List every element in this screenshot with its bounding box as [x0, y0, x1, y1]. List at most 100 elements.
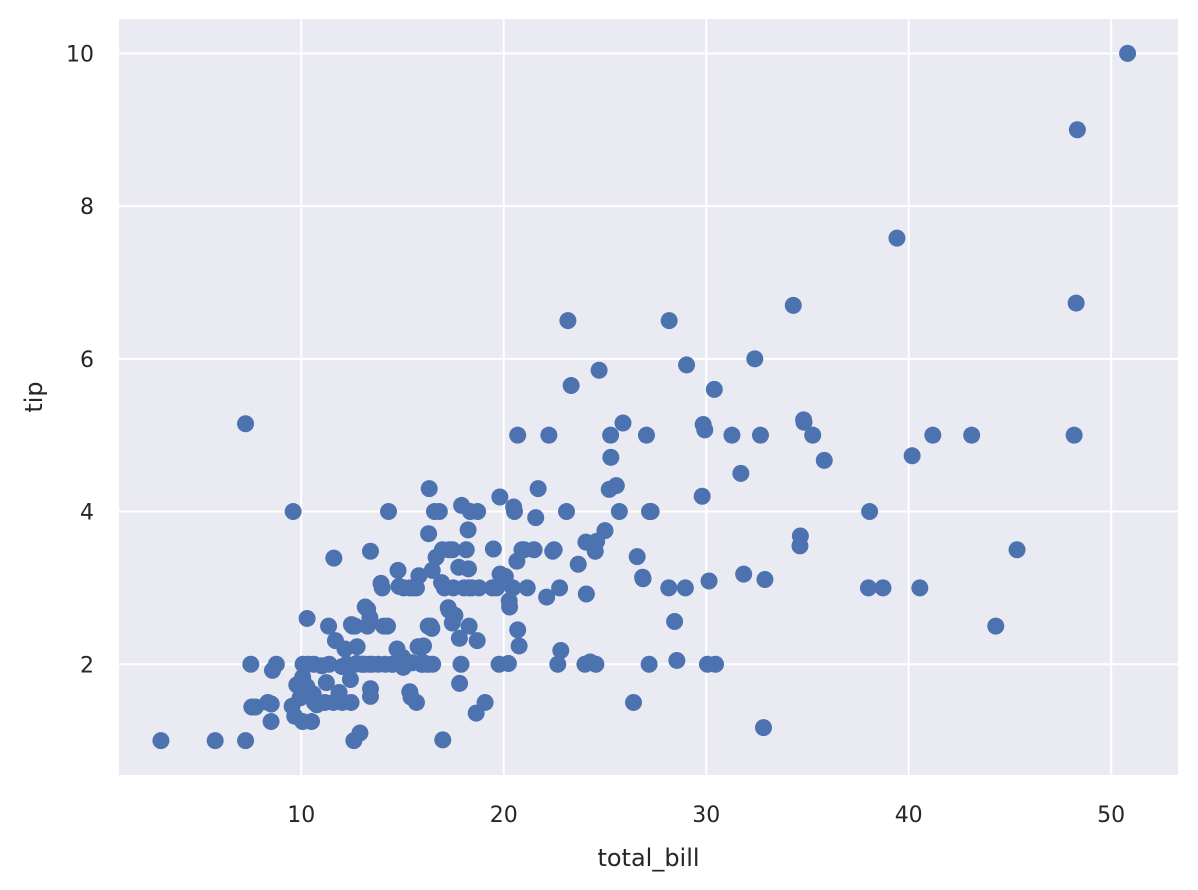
- data-point: [460, 617, 478, 635]
- data-point: [634, 570, 652, 588]
- data-point: [430, 503, 448, 521]
- data-point: [791, 527, 809, 545]
- data-point: [640, 655, 658, 673]
- data-point: [267, 655, 285, 673]
- data-point: [518, 579, 536, 597]
- data-point: [642, 503, 660, 521]
- data-point: [705, 380, 723, 398]
- data-point: [476, 693, 494, 711]
- data-point: [420, 480, 438, 498]
- data-point: [509, 621, 527, 639]
- data-point: [963, 426, 981, 444]
- data-point: [468, 632, 486, 650]
- data-point: [303, 713, 321, 731]
- data-point: [206, 732, 224, 750]
- data-point: [525, 541, 543, 559]
- data-point: [660, 312, 678, 330]
- data-point: [562, 377, 580, 395]
- data-point: [510, 637, 528, 655]
- data-point: [457, 541, 475, 559]
- data-point: [804, 426, 822, 444]
- data-point: [903, 447, 921, 465]
- data-point: [262, 713, 280, 731]
- data-point: [378, 617, 396, 635]
- data-point: [1119, 44, 1137, 62]
- x-tick-label: 50: [1097, 803, 1125, 828]
- data-point: [237, 415, 255, 433]
- data-point: [540, 426, 558, 444]
- y-tick-labels: 2 4 6 8 10: [66, 42, 94, 678]
- data-point: [320, 617, 338, 635]
- y-tick-label: 2: [80, 653, 94, 678]
- data-point: [676, 579, 694, 597]
- y-axis-label: tip: [20, 381, 48, 412]
- data-point: [637, 426, 655, 444]
- data-point: [423, 561, 441, 579]
- data-point: [557, 503, 575, 521]
- data-point: [795, 413, 813, 431]
- data-point: [459, 560, 477, 578]
- data-point: [237, 732, 255, 750]
- data-point: [341, 671, 359, 689]
- data-point: [361, 609, 379, 627]
- data-point: [527, 509, 545, 527]
- data-point: [499, 655, 517, 673]
- data-point: [1068, 121, 1086, 139]
- data-point: [577, 585, 595, 603]
- data-point: [424, 655, 442, 673]
- data-point: [361, 680, 379, 698]
- data-point: [559, 312, 577, 330]
- data-point: [1067, 294, 1085, 312]
- data-point: [607, 477, 625, 495]
- data-point: [351, 724, 369, 742]
- data-point: [751, 426, 769, 444]
- data-point: [152, 732, 170, 750]
- data-point: [551, 579, 569, 597]
- data-point: [924, 426, 942, 444]
- data-point: [389, 561, 407, 579]
- data-point: [678, 356, 696, 374]
- data-point: [815, 451, 833, 469]
- data-point: [451, 674, 469, 692]
- data-point: [602, 448, 620, 466]
- data-point: [501, 598, 519, 616]
- data-point: [602, 426, 620, 444]
- data-point: [415, 637, 433, 655]
- data-point: [407, 693, 425, 711]
- data-point: [342, 693, 360, 711]
- data-point: [325, 549, 343, 567]
- y-tick-label: 10: [66, 42, 94, 67]
- x-tick-label: 10: [287, 803, 315, 828]
- data-point: [470, 579, 488, 597]
- data-point: [596, 522, 614, 540]
- plot-background: [119, 19, 1178, 775]
- data-point: [410, 567, 428, 585]
- data-point: [446, 606, 464, 624]
- data-point: [509, 426, 527, 444]
- data-point: [443, 541, 461, 559]
- data-point: [284, 503, 302, 521]
- data-point: [380, 503, 398, 521]
- data-point: [610, 503, 628, 521]
- data-point: [696, 421, 714, 439]
- data-point: [423, 619, 441, 637]
- data-point: [735, 565, 753, 583]
- y-tick-label: 4: [80, 501, 94, 526]
- y-tick-label: 8: [80, 195, 94, 220]
- x-tick-label: 20: [490, 803, 518, 828]
- data-point: [614, 414, 632, 432]
- data-point: [707, 655, 725, 673]
- data-point: [888, 229, 906, 247]
- data-point: [1065, 426, 1083, 444]
- x-tick-label: 30: [692, 803, 720, 828]
- data-point: [859, 579, 877, 597]
- data-point: [755, 719, 773, 737]
- data-point: [434, 731, 452, 749]
- data-point: [756, 571, 774, 589]
- data-point: [1008, 541, 1026, 559]
- data-point: [723, 426, 741, 444]
- data-point: [666, 613, 684, 631]
- data-point: [262, 695, 280, 713]
- data-point: [242, 655, 260, 673]
